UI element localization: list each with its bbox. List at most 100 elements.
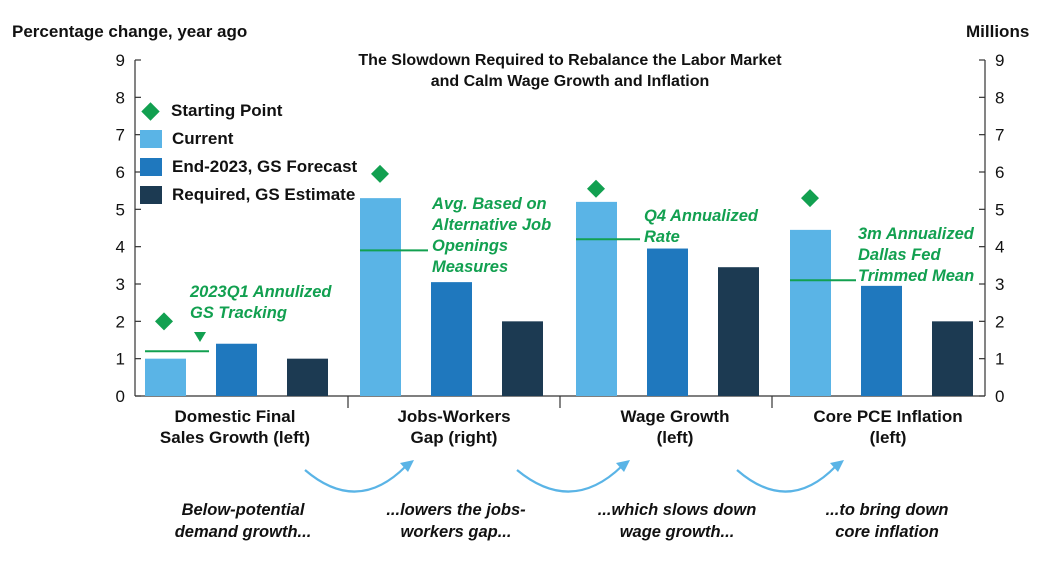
annotation-line: Dallas Fed [858, 246, 941, 264]
category-label-line: (left) [869, 428, 907, 447]
category-label-line: Gap (right) [410, 428, 498, 447]
legend-label: Current [172, 129, 234, 148]
y-tick-label-left: 4 [116, 238, 125, 257]
legend-swatch [140, 158, 162, 176]
y-tick-label-left: 2 [116, 312, 125, 331]
chart-title-line: and Calm Wage Growth and Inflation [430, 73, 710, 90]
legend-item-current: Current [140, 126, 357, 152]
starting-point-marker [371, 164, 389, 183]
caption-line: workers gap... [400, 523, 512, 541]
annotation-line: Avg. Based on [432, 195, 547, 213]
flow-arrow [516, 465, 623, 493]
caption-line: demand growth... [174, 523, 312, 541]
caption-line: ...to bring down [825, 501, 949, 519]
legend-item-required: Required, GS Estimate [140, 182, 357, 208]
annotation-line: Rate [644, 228, 680, 246]
y-tick-label-left: 6 [116, 163, 125, 182]
y-tick-label-left: 3 [116, 275, 125, 294]
bar [718, 267, 759, 396]
legend-label: Required, GS Estimate [172, 185, 356, 204]
category-label: Core PCE Inflation (left) [788, 406, 988, 448]
y-axis-left-label: Percentage change, year ago [12, 22, 248, 41]
category-label: Wage Growth (left) [575, 406, 775, 448]
caption-line: Below-potential [181, 501, 305, 519]
legend: Starting Point Current End-2023, GS Fore… [140, 98, 357, 210]
annotation-line: GS Tracking [190, 304, 287, 322]
annotation-pointer [194, 332, 206, 342]
bar [431, 282, 472, 396]
bar [790, 229, 831, 396]
bar [502, 321, 543, 396]
caption: ...lowers the jobs- workers gap... [356, 499, 556, 543]
flow-arrowhead [830, 460, 844, 472]
bar [647, 248, 688, 396]
annotation-note: Avg. Based on Alternative Job Openings M… [432, 194, 551, 278]
bar [360, 198, 401, 396]
y-tick-label-right: 2 [995, 312, 1004, 331]
y-axis-right-label: Millions [966, 22, 1030, 41]
y-tick-label-left: 9 [116, 51, 125, 70]
y-tick-label-right: 5 [995, 200, 1004, 219]
flow-arrow [736, 465, 837, 493]
y-tick-label-right: 4 [995, 238, 1004, 257]
y-tick-label-right: 7 [995, 126, 1004, 145]
caption: ...which slows down wage growth... [577, 499, 777, 543]
flow-arrow [304, 465, 407, 493]
caption-line: core inflation [835, 523, 939, 541]
y-tick-label-left: 5 [116, 200, 125, 219]
legend-swatch [140, 186, 162, 204]
y-tick-label-left: 7 [116, 126, 125, 145]
category-label-line: Jobs-Workers [397, 407, 511, 426]
caption: Below-potential demand growth... [143, 499, 343, 543]
annotation-line: 3m Annualized [858, 225, 974, 243]
chart-title: The Slowdown Required to Rebalance the L… [290, 50, 850, 92]
category-label-line: Wage Growth [620, 407, 730, 426]
y-tick-label-right: 8 [995, 88, 1004, 107]
legend-item-starting-point: Starting Point [140, 98, 357, 124]
y-tick-label-right: 1 [995, 350, 1004, 369]
legend-label: End-2023, GS Forecast [172, 157, 358, 176]
category-label-line: Core PCE Inflation [813, 407, 963, 426]
bar [861, 285, 902, 396]
chart-title-line: The Slowdown Required to Rebalance the L… [358, 52, 782, 69]
annotation-line: Alternative Job [432, 216, 552, 234]
bar [932, 321, 973, 396]
bar [145, 358, 186, 396]
y-tick-label-right: 9 [995, 51, 1004, 70]
bar [576, 201, 617, 396]
bar [216, 343, 257, 396]
annotation-note: Q4 Annualized Rate [644, 206, 758, 248]
caption: ...to bring down core inflation [787, 499, 987, 543]
category-label: Jobs-Workers Gap (right) [354, 406, 554, 448]
y-tick-label-right: 3 [995, 275, 1004, 294]
starting-point-marker [155, 312, 173, 331]
legend-label: Starting Point [171, 101, 283, 120]
category-label-line: Sales Growth (left) [159, 428, 311, 447]
annotation-note: 2023Q1 Annulized GS Tracking [190, 282, 332, 324]
legend-swatch [140, 130, 162, 148]
category-label-line: Domestic Final [174, 407, 296, 426]
y-tick-label-right: 0 [995, 387, 1004, 406]
flow-arrowhead [616, 460, 630, 472]
caption-line: ...lowers the jobs- [386, 501, 526, 519]
caption-line: ...which slows down [597, 501, 757, 519]
category-label: Domestic Final Sales Growth (left) [135, 406, 335, 448]
bar [287, 358, 328, 396]
starting-point-marker [587, 179, 605, 198]
category-label-line: (left) [656, 428, 694, 447]
annotation-line: Measures [432, 258, 509, 276]
starting-point-marker [801, 189, 819, 208]
y-tick-label-left: 1 [116, 350, 125, 369]
flow-arrowhead [400, 460, 414, 472]
caption-line: wage growth... [619, 523, 735, 541]
annotation-line: Trimmed Mean [858, 267, 975, 285]
annotation-line: Q4 Annualized [644, 207, 758, 225]
y-tick-label-right: 6 [995, 163, 1004, 182]
y-tick-label-left: 8 [116, 88, 125, 107]
annotation-line: 2023Q1 Annulized [190, 283, 332, 301]
legend-item-forecast: End-2023, GS Forecast [140, 154, 357, 180]
annotation-line: Openings [432, 237, 509, 255]
y-tick-label-left: 0 [116, 387, 125, 406]
annotation-note: 3m Annualized Dallas Fed Trimmed Mean [858, 224, 974, 287]
